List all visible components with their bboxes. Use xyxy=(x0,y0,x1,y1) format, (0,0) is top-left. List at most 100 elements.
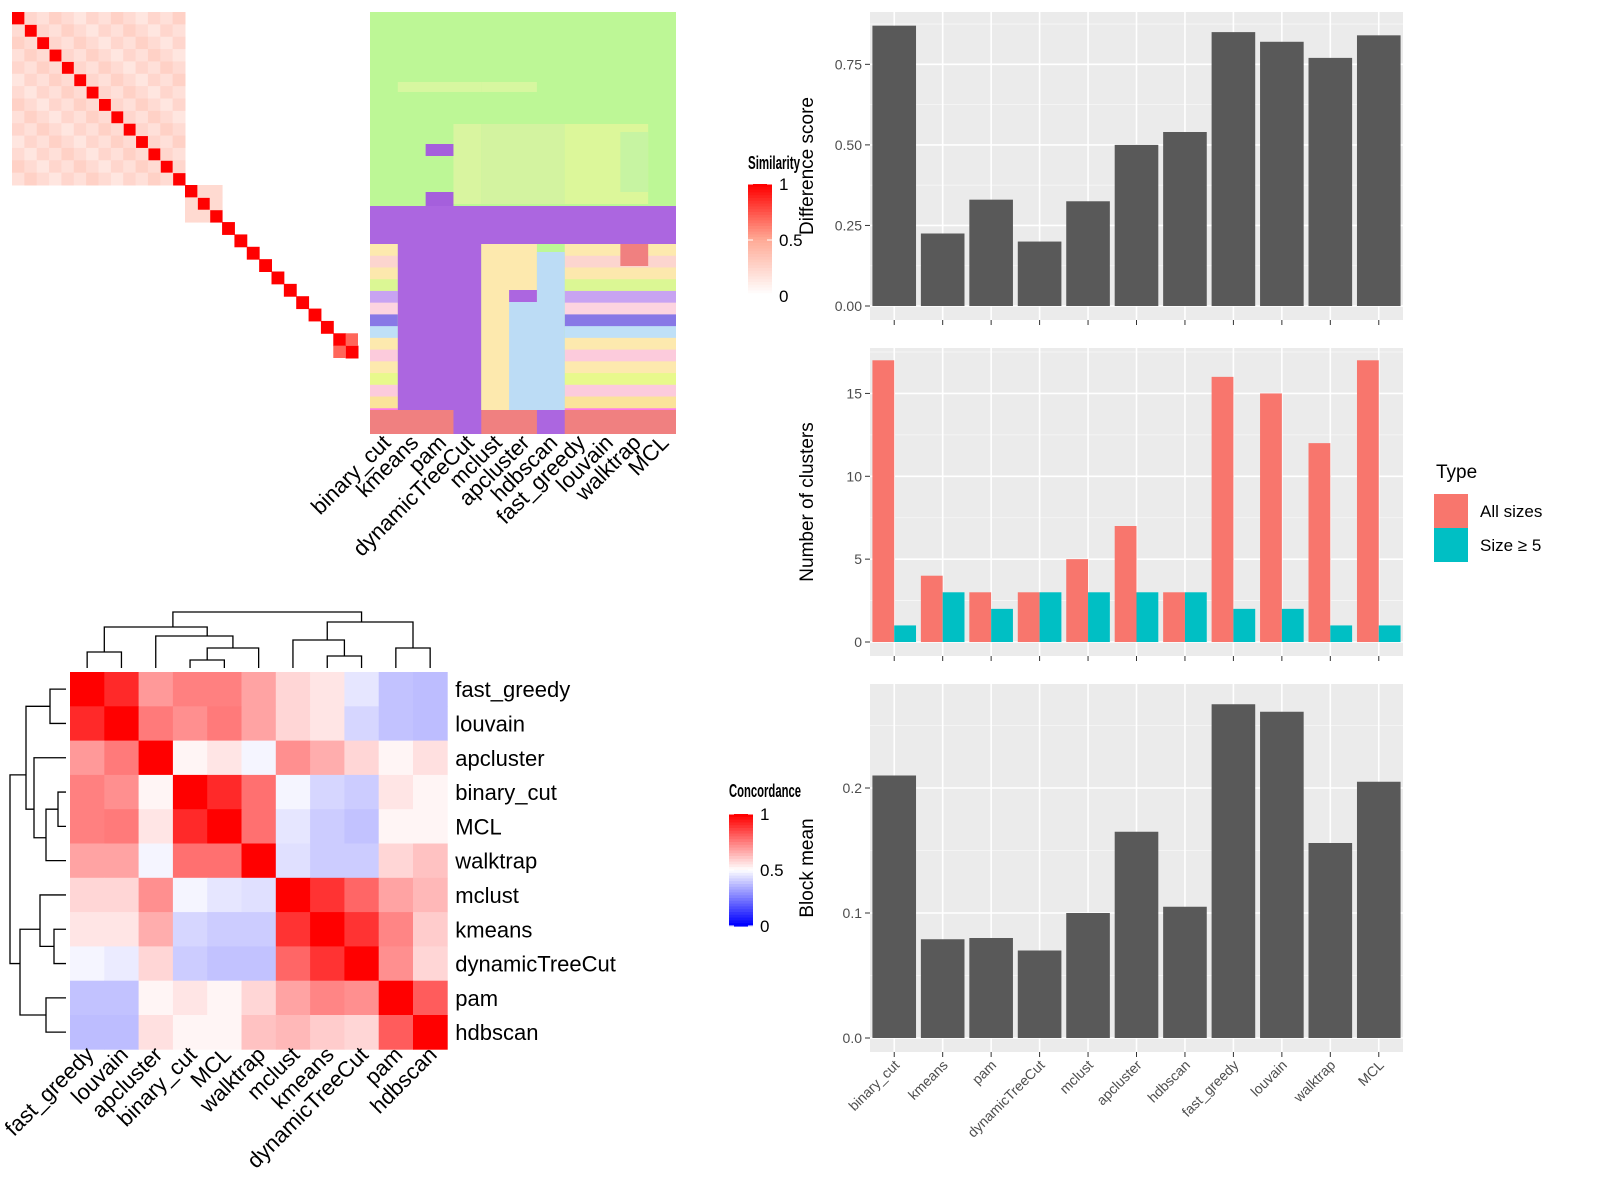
concordance-cell xyxy=(104,706,139,741)
similarity-diagonal-cell xyxy=(259,259,272,272)
concordance-cell xyxy=(344,946,380,982)
concordance-cell xyxy=(172,1015,208,1050)
similarity-diagonal-cell xyxy=(246,246,260,260)
assignment-stripe xyxy=(564,290,676,304)
similarity-cell xyxy=(172,110,186,124)
concordance-legend-swatch xyxy=(729,839,753,843)
concordance-legend-label: 1 xyxy=(760,805,769,824)
bar xyxy=(969,199,1013,306)
concordance-legend-swatch xyxy=(729,895,753,899)
similarity-diagonal-cell xyxy=(333,333,347,347)
type-legend-swatch xyxy=(1434,528,1468,562)
similarity-cell xyxy=(185,209,198,223)
assignment-stripe xyxy=(564,314,676,327)
similarity-cell xyxy=(123,135,137,149)
concordance-cell xyxy=(241,877,277,913)
dendrogram-branch xyxy=(19,928,46,1016)
x-tick-label: apcluster xyxy=(1093,1057,1145,1109)
concordance-cell xyxy=(172,706,208,741)
similarity-cell xyxy=(110,172,124,186)
y-tick-label: 0 xyxy=(854,634,862,650)
concordance-cell xyxy=(378,946,414,982)
similarity-cell xyxy=(24,135,38,149)
similarity-cell xyxy=(49,98,62,112)
x-tick-label: louvain xyxy=(1247,1057,1290,1100)
concordance-cell xyxy=(275,809,311,844)
similarity-legend-swatch xyxy=(748,279,772,283)
y-axis-title: Number of clusters xyxy=(797,422,818,581)
concordance-legend-swatch xyxy=(729,912,753,916)
similarity-cell xyxy=(172,86,186,99)
similarity-cell xyxy=(160,135,174,149)
similarity-cell xyxy=(147,123,161,137)
concordance-legend-swatch xyxy=(729,917,753,921)
similarity-cell xyxy=(98,12,112,25)
concordance-cell xyxy=(310,946,345,982)
similarity-cell xyxy=(172,123,186,137)
concordance-cell xyxy=(172,740,208,776)
similarity-legend: Similarity 1 0.5 0 xyxy=(748,153,803,306)
similarity-diagonal-cell xyxy=(320,320,334,334)
concordance-cell xyxy=(138,877,174,913)
similarity-legend-swatch xyxy=(748,212,772,216)
similarity-legend-swatch xyxy=(748,192,772,196)
bar-size-ge-5 xyxy=(1088,592,1110,642)
similarity-cell xyxy=(36,12,50,25)
concordance-legend-swatch xyxy=(729,847,753,851)
similarity-cell xyxy=(147,110,161,124)
similarity-cell xyxy=(61,12,75,25)
concordance-cell xyxy=(344,809,380,844)
concordance-cell xyxy=(207,912,242,947)
similarity-cell xyxy=(24,123,38,137)
concordance-cell xyxy=(207,706,242,741)
concordance-cell xyxy=(207,877,242,913)
similarity-cell xyxy=(160,61,174,75)
similarity-cell xyxy=(135,61,149,75)
x-tick-label: binary_cut xyxy=(845,1057,902,1114)
similarity-cell xyxy=(36,172,50,186)
similarity-cell xyxy=(86,36,99,50)
assignment-stripe xyxy=(370,314,398,327)
similarity-cell xyxy=(73,160,87,174)
similarity-legend-swatch xyxy=(748,209,772,213)
concordance-column-labels: fast_greedylouvainapclusterbinary_cutMCL… xyxy=(0,1042,442,1173)
similarity-cell xyxy=(36,73,50,87)
similarity-cell xyxy=(209,197,223,211)
similarity-cell xyxy=(110,86,124,99)
similarity-cell xyxy=(49,73,62,87)
similarity-cell xyxy=(98,135,112,149)
bar-all-sizes xyxy=(872,360,895,642)
concordance-legend: Concordance 1 0.5 0 xyxy=(729,781,801,936)
concordance-legend-swatch xyxy=(729,822,753,826)
y-tick-label: 0.00 xyxy=(835,298,862,314)
concordance-cell xyxy=(378,774,414,810)
dendrogram-branch xyxy=(49,688,66,725)
bar xyxy=(1308,57,1353,307)
concordance-cell xyxy=(172,809,208,844)
similarity-legend-swatch xyxy=(748,251,772,255)
concordance-cell xyxy=(241,980,277,1016)
similarity-cell xyxy=(172,12,186,25)
similarity-cell xyxy=(61,172,75,186)
concordance-cell xyxy=(207,774,242,810)
similarity-legend-swatch xyxy=(748,226,772,230)
concordance-cell xyxy=(70,672,105,707)
similarity-cell xyxy=(147,36,161,50)
similarity-cell xyxy=(123,86,137,99)
similarity-cell xyxy=(24,110,38,124)
similarity-cell xyxy=(197,185,211,198)
similarity-cell xyxy=(135,123,149,137)
similarity-cell xyxy=(73,12,87,25)
similarity-cell xyxy=(24,160,38,174)
concordance-row-label: kmeans xyxy=(455,917,532,942)
similarity-cell xyxy=(86,98,99,112)
similarity-cell xyxy=(61,36,75,50)
concordance-row-label: pam xyxy=(455,986,498,1011)
similarity-cell xyxy=(147,24,161,38)
similarity-diagonal-cell xyxy=(49,49,62,62)
similarity-diagonal-cell xyxy=(110,110,124,124)
concordance-cell xyxy=(241,672,277,707)
concordance-cell xyxy=(344,843,380,879)
concordance-cell xyxy=(413,877,448,913)
bar-all-sizes xyxy=(1114,526,1137,642)
